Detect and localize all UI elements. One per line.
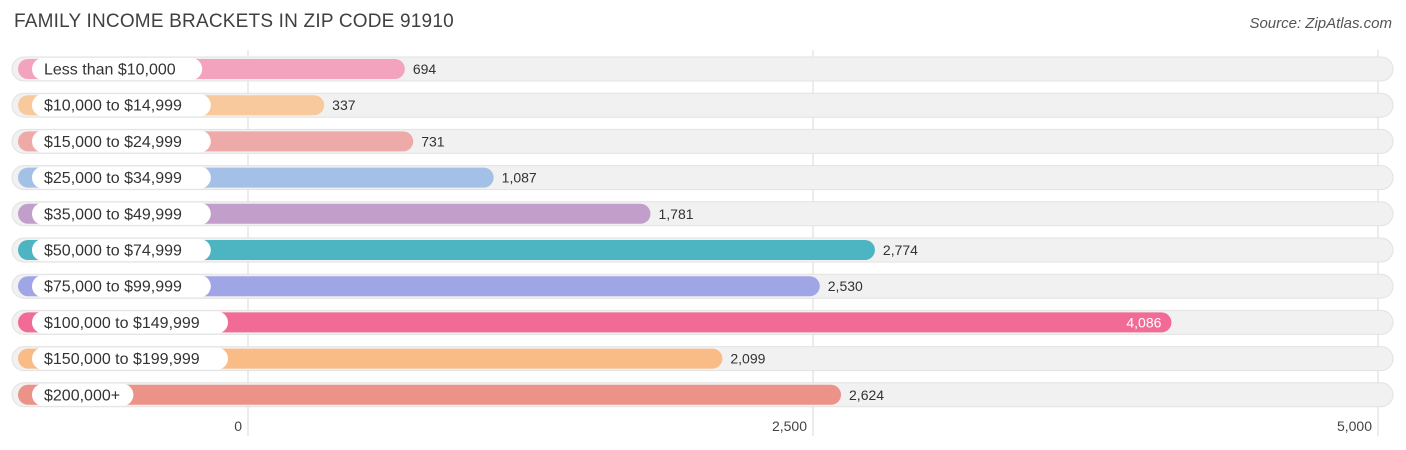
bar[interactable] [18, 312, 1172, 333]
category-pill [32, 202, 211, 225]
value-label: 694 [413, 61, 437, 77]
tick-label: 5,000 [1337, 418, 1372, 434]
chart-title: FAMILY INCOME BRACKETS IN ZIP CODE 91910 [14, 11, 454, 32]
value-label: 2,099 [730, 351, 765, 367]
tick-label: 2,500 [772, 418, 807, 434]
category-label: $150,000 to $199,999 [44, 351, 200, 368]
category-label: $15,000 to $24,999 [44, 134, 182, 151]
category-pill [32, 275, 211, 298]
value-label: 2,774 [883, 242, 918, 258]
bar[interactable] [18, 384, 842, 405]
category-pill [32, 347, 228, 370]
category-label: $50,000 to $74,999 [44, 243, 182, 260]
category-label: $75,000 to $99,999 [44, 279, 182, 296]
bar[interactable] [18, 276, 820, 297]
category-label: $35,000 to $49,999 [44, 206, 182, 223]
value-label: 2,530 [828, 278, 863, 294]
row-track [11, 92, 1394, 118]
category-label: $25,000 to $34,999 [44, 170, 182, 187]
source-label: Source: ZipAtlas.com [1249, 15, 1392, 32]
category-pill [32, 383, 134, 406]
category-label: $100,000 to $149,999 [44, 315, 200, 332]
value-label: 1,781 [659, 206, 694, 222]
category-pill [32, 166, 211, 189]
category-pill [32, 58, 203, 80]
category-pill [32, 130, 211, 153]
value-label: 2,624 [849, 387, 884, 403]
category-pill [32, 311, 228, 334]
value-label: 337 [332, 97, 356, 113]
category-label: $200,000+ [44, 387, 120, 404]
category-pill [32, 94, 211, 117]
value-label: 731 [421, 133, 445, 149]
category-label: Less than $10,000 [44, 62, 176, 79]
value-label: 1,087 [502, 170, 537, 186]
tick-label: 0 [234, 418, 242, 434]
bar[interactable] [18, 240, 875, 260]
category-pill [32, 239, 211, 261]
value-label: 4,086 [1126, 314, 1161, 330]
category-label: $10,000 to $14,999 [44, 98, 182, 115]
